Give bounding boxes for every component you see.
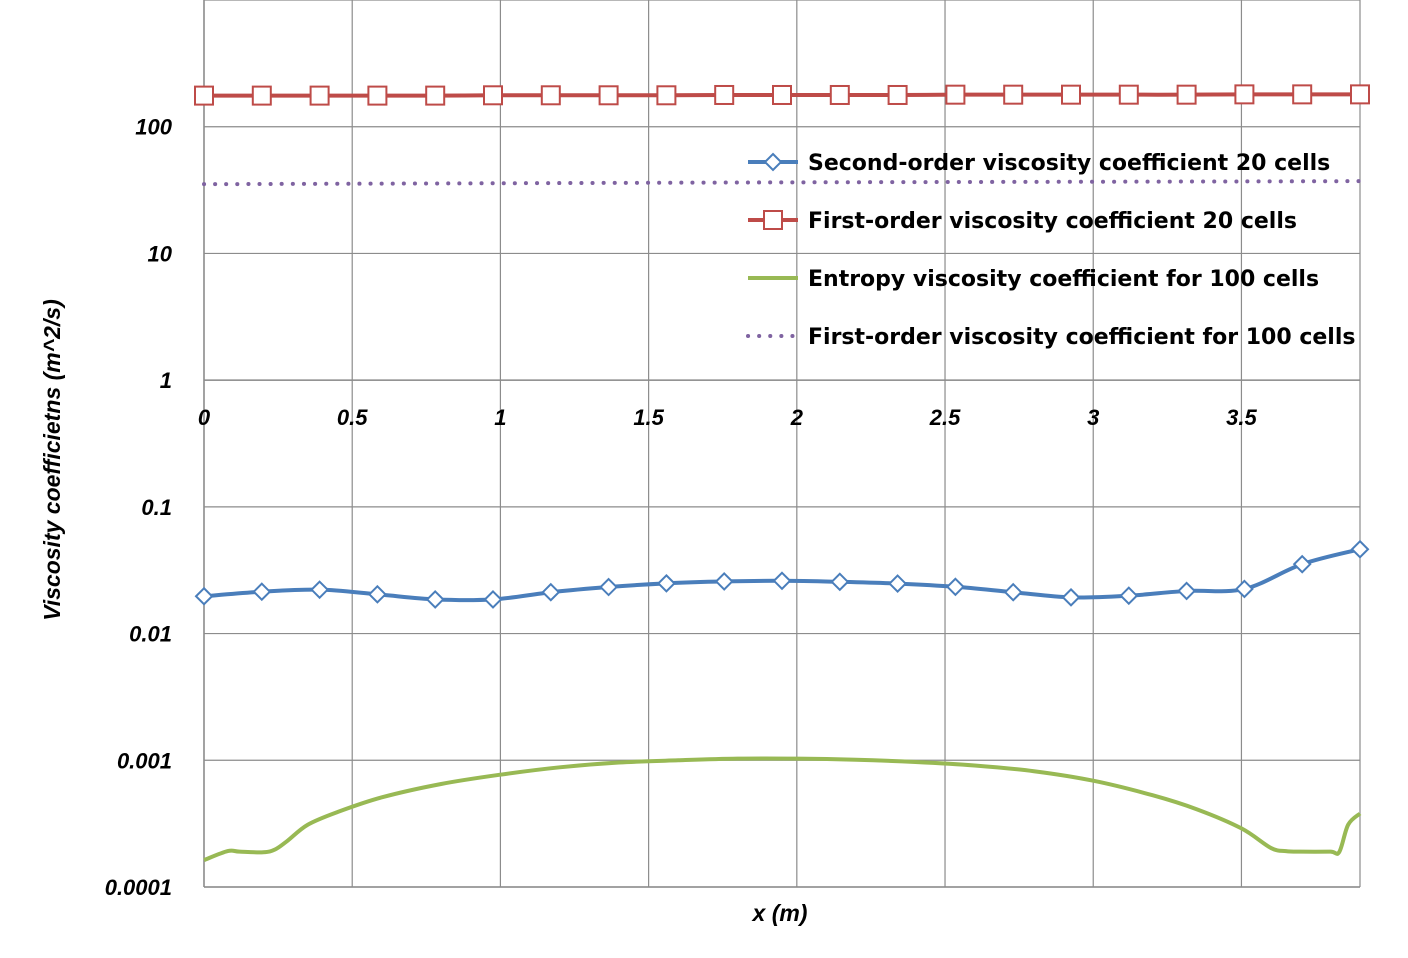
axes: [203, 0, 1360, 888]
y-tick-label: 100: [135, 115, 172, 140]
legend-label: Entropy viscosity coefficient for 100 ce…: [808, 267, 1319, 292]
series-0: [194, 539, 1370, 609]
square-marker: [1061, 84, 1081, 105]
legend-item: First-order viscosity coefficient for 10…: [746, 325, 1355, 350]
y-tick-label: 10: [148, 241, 173, 266]
square-marker: [251, 85, 272, 106]
square-marker: [540, 85, 561, 106]
diamond-marker: [1177, 581, 1197, 601]
square-marker: [772, 84, 792, 105]
square-marker: [1118, 84, 1139, 105]
diamond-marker: [1234, 579, 1254, 599]
square-marker: [483, 85, 503, 106]
square-marker: [309, 85, 330, 106]
diamond-marker: [772, 571, 792, 591]
x-tick-label: 2: [790, 405, 804, 430]
diamond-marker: [1003, 582, 1023, 602]
legend-item: Entropy viscosity coefficient for 100 ce…: [748, 267, 1319, 292]
diamond-marker: [252, 582, 272, 602]
legend-label: First-order viscosity coefficient for 10…: [808, 325, 1355, 350]
series-line: [202, 179, 1362, 187]
diamond-marker: [1119, 586, 1139, 606]
square-marker: [1350, 84, 1370, 105]
y-tick-label: 1: [160, 368, 172, 393]
diamond-marker: [763, 152, 783, 172]
diamond-marker: [599, 577, 619, 597]
square-marker: [714, 84, 735, 105]
square-marker: [194, 85, 214, 106]
y-tick-labels: 0.0001 0.001 0.01 0.1 1 10 100: [105, 115, 173, 900]
diamond-marker: [945, 577, 965, 597]
diamond-marker: [425, 590, 445, 609]
x-tick-labels: 0 0.5 1 1.5 2 2.5 3 3.5: [198, 405, 1258, 430]
diamond-marker: [1292, 554, 1312, 574]
square-marker: [425, 85, 446, 106]
diamond-marker: [483, 590, 503, 609]
diamond-marker: [1350, 539, 1370, 559]
series-layer: [194, 84, 1370, 862]
diamond-marker: [888, 574, 908, 594]
square-marker: [1176, 84, 1197, 105]
x-tick-label: 3: [1087, 405, 1099, 430]
series-line: [203, 756, 1362, 862]
square-marker: [1234, 84, 1255, 105]
legend-label: First-order viscosity coefficient 20 cel…: [808, 209, 1297, 234]
diamond-marker: [541, 582, 561, 602]
gridlines: [203, 0, 1361, 888]
series-3: [202, 179, 1362, 187]
diamond-marker: [367, 584, 387, 604]
x-tick-label: 1: [494, 405, 506, 430]
square-marker: [945, 84, 966, 105]
diamond-marker: [1061, 587, 1081, 607]
square-marker: [1003, 84, 1024, 105]
legend-item: First-order viscosity coefficient 20 cel…: [748, 209, 1297, 234]
diamond-marker: [830, 572, 850, 592]
square-marker: [367, 85, 388, 106]
square-marker: [829, 84, 850, 105]
diamond-marker: [194, 586, 214, 606]
x-tick-label: 3.5: [1226, 405, 1257, 430]
x-tick-label: 0.5: [337, 405, 368, 430]
y-tick-label: 0.001: [117, 748, 172, 773]
x-axis-title: x (m): [751, 900, 808, 926]
y-axis-title: Viscosity coefficietns (m^2/s): [39, 299, 65, 621]
legend-label: Second-order viscosity coefficient 20 ce…: [808, 151, 1330, 176]
x-tick-label: 1.5: [633, 405, 664, 430]
square-marker: [656, 85, 677, 106]
y-tick-label: 0.0001: [105, 875, 172, 900]
diamond-marker: [656, 573, 676, 593]
square-marker: [598, 85, 619, 106]
series-1: [194, 84, 1370, 106]
square-marker: [763, 210, 783, 230]
y-tick-label: 0.01: [129, 622, 172, 647]
legend: Second-order viscosity coefficient 20 ce…: [746, 151, 1355, 350]
legend-item: Second-order viscosity coefficient 20 ce…: [748, 151, 1330, 176]
x-tick-label: 2.5: [929, 405, 961, 430]
square-marker: [887, 84, 908, 105]
series-2: [203, 756, 1362, 862]
y-tick-label: 0.1: [141, 495, 172, 520]
square-marker: [1292, 84, 1313, 105]
x-tick-label: 0: [198, 405, 211, 430]
diamond-marker: [714, 571, 734, 591]
diamond-marker: [310, 580, 330, 600]
